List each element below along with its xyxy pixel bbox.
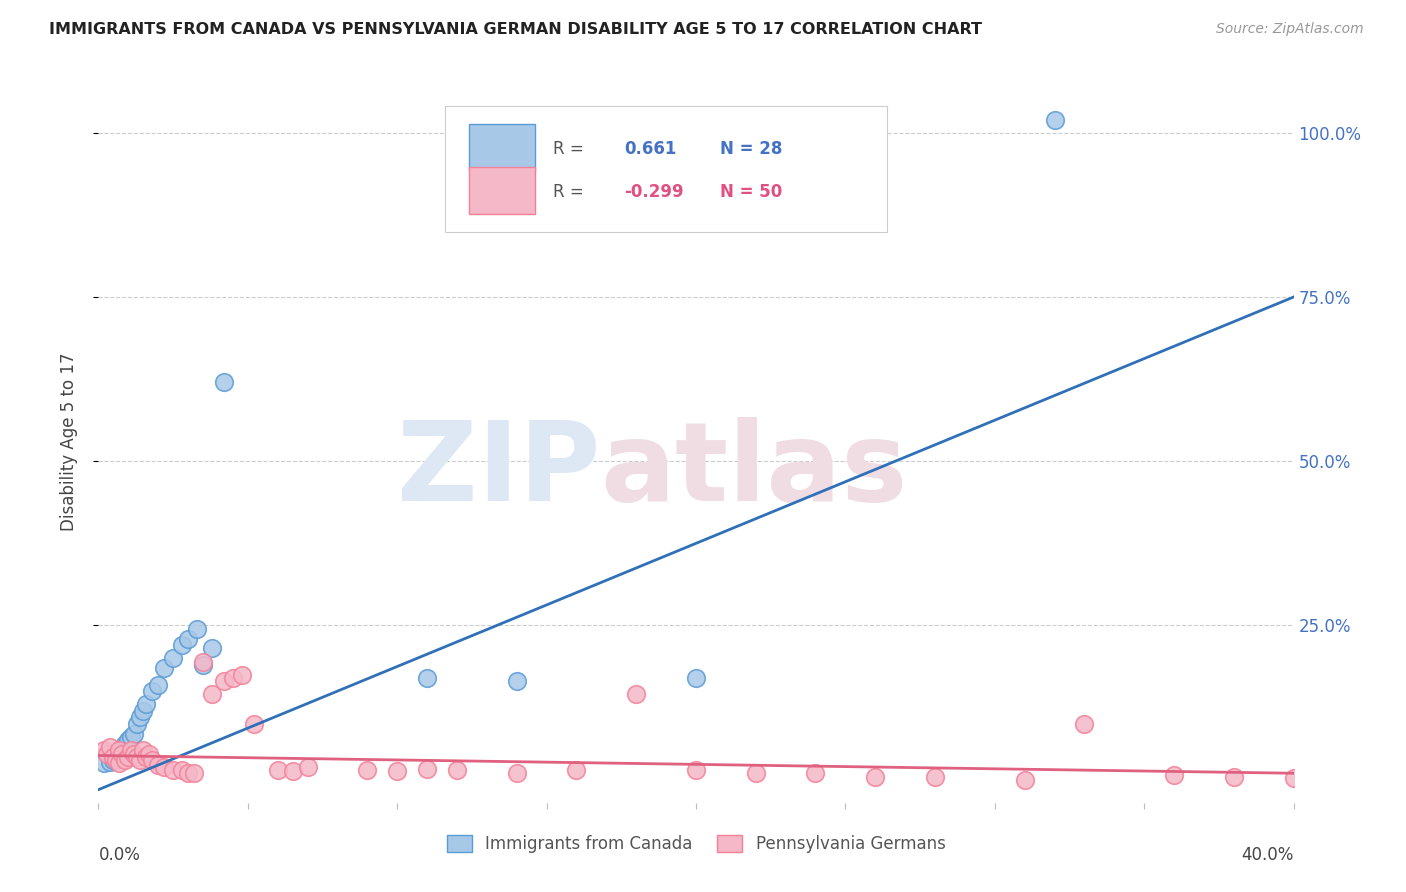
Point bbox=[356, 763, 378, 777]
Text: 0.661: 0.661 bbox=[624, 140, 676, 158]
Text: 0.0%: 0.0% bbox=[98, 847, 141, 864]
Point bbox=[129, 710, 152, 724]
Point bbox=[141, 684, 163, 698]
Point bbox=[127, 749, 149, 764]
Point bbox=[506, 674, 529, 689]
Point bbox=[183, 766, 205, 780]
Legend: Immigrants from Canada, Pennsylvania Germans: Immigrants from Canada, Pennsylvania Ger… bbox=[440, 828, 952, 860]
Point bbox=[186, 622, 208, 636]
Text: IMMIGRANTS FROM CANADA VS PENNSYLVANIA GERMAN DISABILITY AGE 5 TO 17 CORRELATION: IMMIGRANTS FROM CANADA VS PENNSYLVANIA G… bbox=[49, 22, 983, 37]
Point bbox=[108, 747, 131, 761]
Text: ZIP: ZIP bbox=[396, 417, 600, 524]
Point bbox=[148, 757, 170, 772]
Point bbox=[105, 749, 128, 764]
Text: N = 28: N = 28 bbox=[720, 140, 782, 158]
Point bbox=[745, 766, 768, 780]
Point bbox=[506, 766, 529, 780]
Point bbox=[416, 671, 439, 685]
Y-axis label: Disability Age 5 to 17: Disability Age 5 to 17 bbox=[59, 352, 77, 531]
FancyBboxPatch shape bbox=[470, 167, 534, 214]
Point bbox=[120, 743, 142, 757]
Point bbox=[132, 743, 155, 757]
Point bbox=[1014, 772, 1036, 787]
FancyBboxPatch shape bbox=[470, 124, 534, 170]
Point bbox=[98, 755, 122, 769]
Point bbox=[111, 743, 134, 757]
Text: R =: R = bbox=[553, 183, 583, 202]
Point bbox=[191, 657, 214, 672]
Text: R =: R = bbox=[553, 140, 583, 158]
Text: -0.299: -0.299 bbox=[624, 183, 683, 202]
Point bbox=[153, 760, 176, 774]
FancyBboxPatch shape bbox=[446, 105, 887, 232]
Point bbox=[1043, 112, 1066, 127]
Point bbox=[138, 747, 160, 761]
Point bbox=[96, 747, 118, 761]
Point bbox=[141, 753, 163, 767]
Point bbox=[129, 753, 152, 767]
Point bbox=[114, 737, 136, 751]
Point bbox=[111, 747, 134, 761]
Point bbox=[1282, 771, 1305, 785]
Point bbox=[132, 704, 155, 718]
Point bbox=[172, 763, 194, 777]
Point bbox=[212, 376, 235, 390]
Point bbox=[385, 764, 409, 779]
Point bbox=[201, 641, 224, 656]
Point bbox=[153, 661, 176, 675]
Text: 40.0%: 40.0% bbox=[1241, 847, 1294, 864]
Point bbox=[231, 667, 253, 681]
Point bbox=[93, 743, 115, 757]
Point bbox=[98, 739, 122, 754]
Point bbox=[924, 770, 946, 784]
Text: atlas: atlas bbox=[600, 417, 908, 524]
Point bbox=[172, 638, 194, 652]
Point bbox=[124, 747, 146, 761]
Point bbox=[177, 766, 200, 780]
Point bbox=[120, 730, 142, 744]
Point bbox=[297, 760, 319, 774]
Point bbox=[626, 687, 648, 701]
Point bbox=[135, 698, 157, 712]
Point bbox=[201, 687, 224, 701]
Point bbox=[191, 655, 214, 669]
Point bbox=[108, 743, 131, 757]
Point bbox=[103, 753, 125, 767]
Point bbox=[1223, 770, 1246, 784]
Point bbox=[124, 727, 146, 741]
Point bbox=[222, 671, 245, 685]
Point bbox=[212, 674, 235, 689]
Point bbox=[446, 763, 468, 777]
Point bbox=[416, 762, 439, 776]
Point bbox=[1073, 717, 1095, 731]
Point bbox=[127, 717, 149, 731]
Point bbox=[685, 671, 707, 685]
Point bbox=[685, 763, 707, 777]
Point bbox=[117, 749, 139, 764]
Point bbox=[103, 749, 125, 764]
Point bbox=[281, 764, 304, 779]
Point bbox=[565, 763, 588, 777]
Point bbox=[804, 766, 827, 780]
Point bbox=[117, 733, 139, 747]
Point bbox=[1163, 768, 1185, 782]
Point bbox=[148, 677, 170, 691]
Text: N = 50: N = 50 bbox=[720, 183, 782, 202]
Point bbox=[135, 749, 157, 764]
Point bbox=[865, 770, 887, 784]
Point bbox=[93, 756, 115, 771]
Point bbox=[177, 632, 200, 646]
Point bbox=[114, 753, 136, 767]
Point bbox=[162, 763, 184, 777]
Point bbox=[105, 753, 128, 767]
Point bbox=[162, 651, 184, 665]
Point bbox=[267, 763, 290, 777]
Point bbox=[108, 756, 131, 771]
Text: Source: ZipAtlas.com: Source: ZipAtlas.com bbox=[1216, 22, 1364, 37]
Point bbox=[243, 717, 266, 731]
